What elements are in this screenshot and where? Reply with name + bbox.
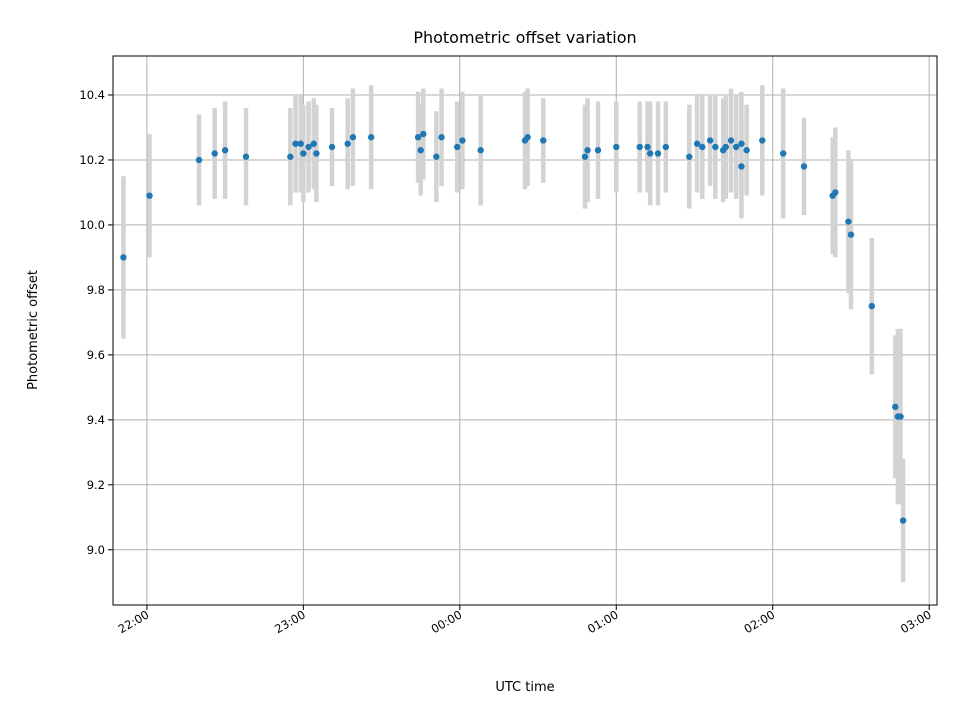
data-point	[313, 150, 320, 157]
data-point	[584, 147, 591, 154]
data-point	[847, 231, 855, 238]
data-point	[438, 134, 445, 141]
data-point	[868, 302, 876, 310]
data-point	[743, 147, 750, 154]
y-tick-label: 9.6	[87, 348, 105, 362]
data-point	[892, 403, 899, 411]
plot-frame	[112, 55, 938, 606]
data-point	[242, 153, 250, 160]
data-point	[328, 143, 336, 151]
data-point	[524, 134, 531, 141]
chart-title: Photometric offset variation	[413, 28, 636, 47]
data-point	[540, 137, 547, 144]
data-point	[300, 150, 307, 157]
data-point	[305, 143, 312, 151]
y-axis-label: Photometric offset	[26, 270, 41, 390]
data-point	[414, 134, 422, 141]
y-tick-label: 9.8	[87, 283, 105, 297]
data-point	[195, 156, 203, 164]
data-point	[297, 140, 304, 147]
data-point	[613, 143, 620, 151]
data-point	[120, 254, 127, 261]
data-point	[706, 137, 714, 144]
data-point	[594, 147, 602, 154]
data-point	[581, 153, 589, 160]
data-point	[349, 134, 357, 141]
data-point	[211, 150, 218, 157]
data-point	[899, 517, 907, 524]
data-point	[367, 134, 375, 141]
data-points	[120, 130, 907, 524]
data-point	[310, 140, 317, 147]
data-point	[477, 147, 484, 154]
data-point	[727, 137, 735, 144]
data-point	[146, 192, 153, 199]
data-point	[832, 189, 839, 196]
data-point	[292, 140, 299, 147]
data-point	[344, 140, 351, 147]
data-point	[420, 130, 427, 138]
data-point	[221, 147, 229, 154]
y-tick-label: 10.0	[79, 218, 105, 232]
y-tick-label: 10.4	[79, 88, 105, 102]
data-point	[712, 143, 719, 151]
data-point	[287, 153, 294, 160]
data-point	[654, 150, 662, 157]
data-point	[644, 143, 651, 151]
data-point	[433, 153, 440, 160]
data-point	[699, 143, 706, 151]
data-point	[897, 413, 904, 420]
y-tick-label: 9.0	[87, 543, 105, 557]
data-point	[759, 137, 766, 144]
data-point	[417, 147, 424, 154]
y-tick-label: 9.4	[87, 413, 105, 427]
data-point	[738, 163, 745, 170]
data-point	[646, 150, 654, 157]
data-point	[459, 137, 466, 144]
data-point	[636, 143, 643, 151]
data-point	[454, 143, 461, 151]
data-point	[733, 143, 740, 151]
data-point	[800, 163, 808, 170]
y-axis-ticks: 9.0 9.2 9.4 9.6 9.8 10.0 10.2 10.4	[79, 88, 113, 557]
data-point	[779, 150, 787, 157]
y-tick-label: 10.2	[79, 153, 105, 167]
data-point	[662, 143, 670, 151]
data-point	[686, 153, 693, 160]
x-axis-label: UTC time	[495, 680, 554, 695]
data-point	[738, 140, 745, 147]
y-tick-label: 9.2	[87, 478, 105, 492]
data-point	[693, 140, 701, 147]
data-point	[722, 143, 729, 151]
data-point	[845, 218, 852, 225]
